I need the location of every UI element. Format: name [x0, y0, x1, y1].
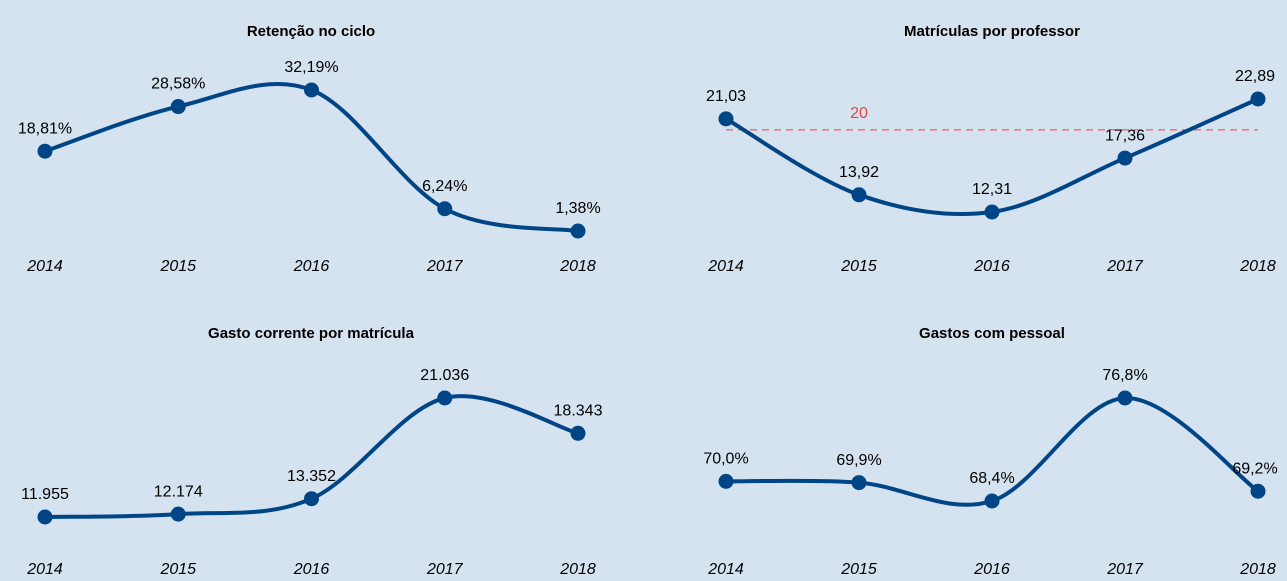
data-label: 21,03	[706, 88, 746, 105]
data-label: 13.352	[287, 468, 336, 485]
point	[1250, 483, 1266, 499]
point	[1117, 150, 1133, 166]
data-label: 68,4%	[969, 470, 1014, 487]
data-label: 69,9%	[836, 452, 881, 469]
data-label: 12,31	[972, 181, 1012, 198]
x-tick-label: 2018	[1239, 561, 1276, 578]
x-tick-label: 2017	[426, 258, 464, 275]
chart-title: Gastos com pessoal	[919, 325, 1065, 342]
point	[304, 491, 319, 507]
point	[718, 473, 734, 489]
data-label: 69,2%	[1232, 460, 1277, 477]
point	[1250, 91, 1266, 107]
x-tick-label: 2016	[973, 258, 1010, 275]
x-tick-label: 2015	[840, 561, 877, 578]
chart-title: Gasto corrente por matrícula	[208, 325, 415, 342]
x-tick-label: 2017	[426, 561, 464, 578]
point	[984, 493, 1000, 509]
point	[37, 509, 53, 525]
x-tick-label: 2015	[159, 258, 196, 275]
point	[437, 390, 453, 406]
point	[851, 187, 867, 203]
point	[570, 223, 586, 239]
data-label: 32,19%	[284, 59, 338, 76]
data-label: 22,89	[1235, 68, 1275, 85]
point	[437, 201, 453, 217]
x-tick-label: 2017	[1106, 561, 1144, 578]
x-tick-label: 2015	[159, 561, 196, 578]
x-tick-label: 2014	[707, 258, 744, 275]
point	[1117, 390, 1133, 406]
x-tick-label: 2014	[26, 258, 63, 275]
x-tick-label: 2018	[1239, 258, 1276, 275]
x-tick-label: 2017	[1106, 258, 1144, 275]
point	[37, 143, 53, 159]
point	[304, 82, 319, 98]
data-label: 11.955	[21, 486, 69, 503]
data-label: 17,36	[1105, 127, 1145, 144]
x-tick-label: 2016	[293, 258, 330, 275]
data-label: 70,0%	[703, 451, 748, 468]
chart-title: Retenção no ciclo	[247, 23, 375, 40]
x-tick-label: 2016	[293, 561, 330, 578]
data-label: 6,24%	[422, 178, 467, 195]
reference-label: 20	[850, 105, 868, 122]
data-label: 18,81%	[18, 120, 72, 137]
point	[718, 111, 734, 127]
data-label: 13,92	[839, 164, 879, 181]
data-label: 1,38%	[555, 200, 600, 217]
point	[570, 425, 586, 441]
data-label: 21.036	[420, 367, 469, 384]
chart-title: Matrículas por professor	[904, 23, 1080, 40]
x-tick-label: 2018	[559, 258, 596, 275]
x-tick-label: 2014	[26, 561, 63, 578]
x-tick-label: 2014	[707, 561, 744, 578]
x-tick-label: 2016	[973, 561, 1010, 578]
data-label: 76,8%	[1102, 367, 1147, 384]
data-label: 28,58%	[151, 76, 205, 93]
data-label: 12.174	[154, 483, 203, 500]
data-label: 18.343	[554, 403, 603, 420]
point	[984, 204, 1000, 220]
x-tick-label: 2018	[559, 561, 596, 578]
x-tick-label: 2015	[840, 258, 877, 275]
point	[851, 475, 867, 491]
point	[170, 99, 186, 115]
point	[170, 506, 186, 522]
